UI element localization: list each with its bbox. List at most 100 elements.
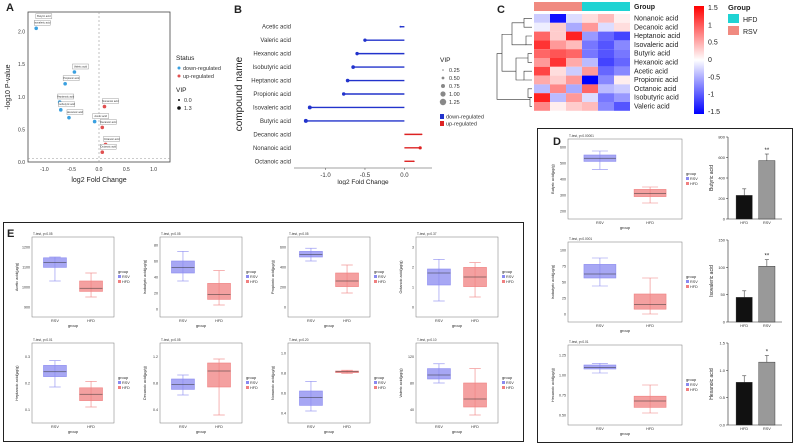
heatmap-cell	[598, 14, 614, 23]
boxplot-box	[207, 362, 231, 388]
boxplot-title: T-test, p<0.01	[569, 340, 589, 344]
boxplot-box	[427, 268, 451, 286]
boxplot-legend-rsv: RSV	[122, 381, 130, 385]
boxplot-box	[207, 283, 231, 300]
heatmap-cell	[566, 49, 582, 58]
boxplot-title: T-test, p<0.00001	[569, 134, 594, 138]
boxplot-legend-rsv-swatch	[246, 381, 249, 384]
boxplot-ytick: 2	[412, 266, 414, 270]
boxplot-legend-hfd-swatch	[686, 285, 689, 288]
lollipop-xtick: -0.5	[360, 173, 371, 179]
heatmap-cell	[614, 49, 630, 58]
boxplot-box	[633, 189, 667, 197]
barplot-xtick: HFD	[740, 324, 748, 328]
boxplot-legend-hfd: HFD	[122, 386, 130, 390]
boxplot-ytick: 400	[560, 178, 566, 182]
heatmap-legend-title: Group	[728, 3, 751, 12]
volcano-point	[102, 104, 107, 109]
lollipop-name: Nonanoic acid	[253, 146, 291, 152]
heatmap-dendrogram-branch	[515, 57, 528, 81]
boxplot-legend-title: group	[246, 269, 257, 274]
lollipop-dot	[413, 160, 415, 163]
boxplot-legend-rsv-swatch	[118, 381, 121, 384]
boxplot-ylabel: Butyric acid(µg/g)	[551, 163, 555, 193]
volcano-point	[67, 115, 71, 120]
boxplot-xtick: RSV	[179, 319, 187, 323]
boxplot-legend-hfd: HFD	[506, 280, 514, 284]
boxplot-legend-rsv: RSV	[378, 381, 386, 385]
heatmap-cell	[566, 84, 582, 94]
boxplot-legend-rsv-swatch	[374, 275, 377, 278]
barplot-ytick: 800	[718, 135, 725, 140]
barplot-significance: *	[766, 350, 769, 356]
volcano-point	[63, 81, 67, 86]
boxplot-xlabel: group	[452, 323, 463, 328]
heatmap-cell	[598, 31, 614, 41]
lollipop-dot	[351, 65, 355, 69]
heatmap-group-cell	[598, 2, 614, 11]
lollipop-legend-up-swatch	[440, 121, 444, 126]
volcano-legend-title: Status	[176, 55, 195, 62]
lollipop-legend-vip-dot	[441, 84, 445, 88]
volcano-label-text: Acetic acid	[94, 114, 107, 118]
lollipop-dot	[363, 38, 367, 42]
boxplot-frame	[567, 344, 683, 426]
volcano-point-label: Decanoic acid	[100, 119, 117, 125]
heatmap-cell	[566, 93, 582, 102]
boxplot-ytick: 0.3	[25, 355, 30, 359]
boxplot-ylabel: Isobutyric acid(µg/g)	[143, 259, 147, 294]
boxplot-ylabel: Nonanoic acid(µg/g)	[271, 365, 275, 400]
boxplot-ylabel: Heptanoic acid(µg/g)	[15, 365, 19, 401]
boxplot-ytick: 900	[24, 306, 30, 310]
barplot-ytick: 150	[718, 238, 725, 243]
panel-d-plots: T-test, p<0.00001200300400500600Butyric …	[551, 134, 782, 436]
volcano-point-label: Hexanoic acid	[66, 109, 84, 115]
boxplot-box	[463, 382, 487, 408]
lollipop-legend-vip-dot	[439, 98, 447, 106]
volcano-label-box	[62, 75, 80, 81]
volcano-xtick: -0.5	[67, 167, 76, 173]
boxplot-xtick: RSV	[307, 319, 315, 323]
heatmap-cell	[614, 93, 630, 102]
heatmap-row-label: Heptanoic acid	[634, 33, 680, 40]
boxplot-legend-title: group	[374, 269, 385, 274]
lollipop-legend-vip-title: VIP	[440, 57, 450, 64]
volcano-point-label: Valeric acid	[72, 63, 89, 70]
heatmap-cell	[598, 102, 614, 111]
heatmap-cell	[534, 102, 550, 111]
boxplot-legend-rsv-swatch	[686, 383, 689, 386]
boxplot-xtick: HFD	[87, 319, 95, 323]
heatmap-cell	[598, 49, 614, 58]
boxplot-ytick: 0.4	[153, 408, 158, 412]
heatmap-row-label: Propionic acid	[634, 77, 678, 84]
heatmap-group-cell	[550, 2, 566, 11]
barplot-significance: **	[765, 148, 770, 154]
heatmap-dendrogram-branch	[525, 35, 532, 46]
boxplot-xlabel: group	[196, 323, 207, 328]
volcano-point	[92, 119, 97, 124]
boxplot-ytick: 0.4	[281, 412, 286, 416]
volcano-point-label: Octanoic acid	[103, 136, 120, 142]
boxplot-xtick: RSV	[435, 425, 443, 429]
barplot-bar	[758, 160, 776, 220]
heatmap-cell	[614, 31, 630, 41]
boxplot-xtick: HFD	[471, 319, 479, 323]
lollipop-legend-down: down-regulated	[446, 115, 484, 121]
heatmap-cell	[598, 93, 614, 102]
volcano-label-box	[100, 119, 117, 125]
boxplot-xlabel: group	[620, 431, 631, 436]
heatmap-cell	[598, 66, 614, 76]
volcano-xtick: 1.0	[150, 167, 157, 173]
volcano-legend-down-dot	[177, 66, 181, 70]
boxplot-xtick: RSV	[51, 425, 59, 429]
heatmap-dendrogram-branch	[511, 22, 526, 46]
boxplot-xtick: HFD	[646, 324, 654, 328]
barplot-ytick: 1.5	[719, 341, 725, 346]
boxplot-legend-rsv: RSV	[690, 280, 698, 284]
heatmap-cell	[550, 84, 566, 94]
volcano-label-box	[57, 93, 74, 100]
heatmap-cell	[566, 66, 582, 76]
volcano-label-box	[58, 101, 75, 108]
barplot-ytick: 0	[723, 217, 726, 222]
boxplot-ytick: 0	[412, 306, 414, 310]
